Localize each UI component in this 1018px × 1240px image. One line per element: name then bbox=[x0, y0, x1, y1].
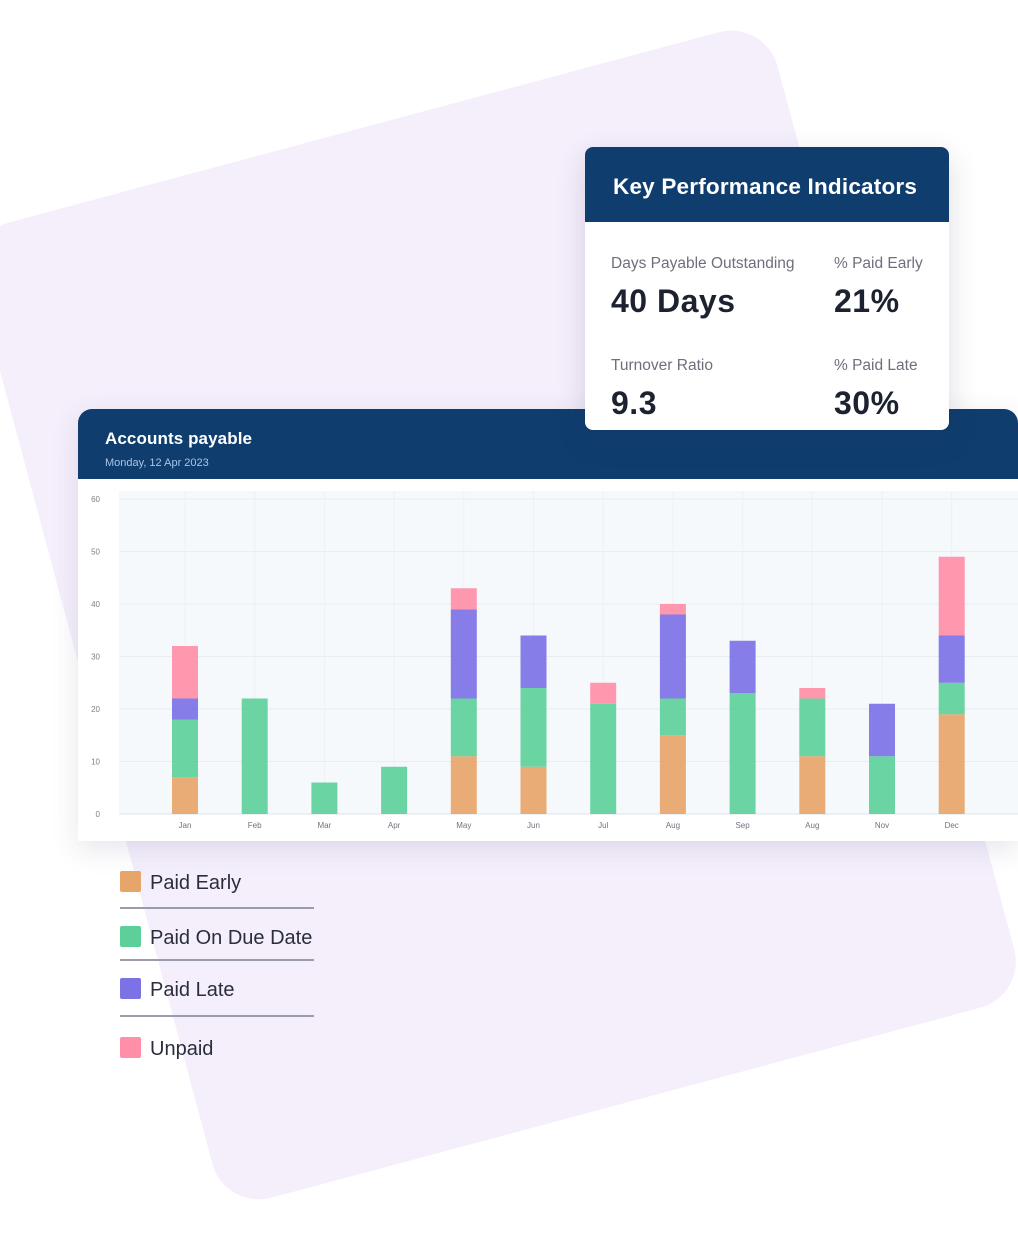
y-tick-label: 50 bbox=[91, 548, 100, 557]
bar-segment bbox=[659, 698, 686, 736]
x-tick-label: Nov bbox=[875, 821, 889, 830]
legend-item-unpaid: Unpaid bbox=[119, 1032, 315, 1076]
bar-segment bbox=[311, 782, 338, 814]
x-tick-label: Jul bbox=[598, 821, 608, 830]
accounts-payable-card: Accounts payable Monday, 12 Apr 2023 0 10… bbox=[78, 409, 1018, 841]
stacked-bar-chart: 0 10 20 30 40 50 60 Jan Feb Mar Apr May Jun Jul Aug Sep… bbox=[91, 491, 1018, 830]
y-tick-label: 20 bbox=[91, 705, 100, 714]
x-tick-label: Jun bbox=[527, 821, 540, 830]
bar-segment bbox=[659, 735, 686, 814]
legend-label: Unpaid bbox=[150, 1038, 214, 1060]
legend-swatch bbox=[120, 871, 141, 892]
bar-segment bbox=[520, 766, 547, 814]
x-tick-label: Sep bbox=[735, 821, 750, 830]
legend-swatch bbox=[120, 978, 141, 999]
x-tick-label: Aug bbox=[805, 821, 819, 830]
legend-swatch bbox=[120, 926, 141, 947]
kpi-days-payable-outstanding: Days Payable Outstanding 40 Days bbox=[611, 255, 795, 320]
plot-background bbox=[119, 491, 1018, 814]
legend-label: Paid Late bbox=[150, 979, 235, 1001]
bar-segment bbox=[590, 682, 617, 704]
bar-segment bbox=[938, 682, 965, 715]
bar-segment bbox=[659, 614, 686, 699]
bar-segment bbox=[172, 698, 198, 720]
legend-divider bbox=[120, 1015, 314, 1017]
accounts-payable-title: Accounts payable bbox=[105, 429, 253, 448]
bar-segment bbox=[938, 556, 965, 636]
kpi-turnover-ratio: Turnover Ratio 9.3 bbox=[611, 357, 713, 422]
x-tick-label: Mar bbox=[318, 821, 332, 830]
bar-segment bbox=[450, 698, 477, 757]
x-tick-label: Feb bbox=[248, 821, 262, 830]
x-tick-label: Aug bbox=[666, 821, 680, 830]
bar-segment bbox=[172, 646, 198, 699]
y-tick-label: 40 bbox=[91, 600, 100, 609]
legend-divider bbox=[120, 907, 314, 909]
bar-segment bbox=[520, 688, 547, 767]
kpi-label: Days Payable Outstanding bbox=[611, 255, 795, 272]
kpi-value: 40 Days bbox=[611, 283, 736, 319]
kpi-paid-late: % Paid Late 30% bbox=[834, 357, 918, 422]
y-tick-label: 30 bbox=[91, 653, 100, 662]
bar-segment bbox=[381, 766, 408, 814]
legend-item-paid-late: Paid Late bbox=[119, 973, 315, 1017]
x-tick-label: Dec bbox=[945, 821, 959, 830]
y-tick-label: 10 bbox=[91, 758, 100, 767]
bar-segment bbox=[869, 756, 895, 814]
bar-segment bbox=[450, 756, 477, 814]
legend-divider bbox=[120, 959, 314, 961]
kpi-label: % Paid Late bbox=[834, 357, 918, 374]
bar-segment bbox=[799, 698, 826, 757]
bar-segment bbox=[869, 703, 895, 757]
bar-segment bbox=[590, 703, 617, 814]
bar-segment bbox=[450, 609, 477, 699]
legend-label: Paid Early bbox=[150, 872, 242, 894]
legend-label: Paid On Due Date bbox=[150, 927, 313, 949]
bar-segment bbox=[938, 714, 965, 814]
bar-segment bbox=[799, 756, 826, 814]
bar-segment bbox=[172, 719, 198, 778]
kpi-label: Turnover Ratio bbox=[611, 357, 713, 374]
y-tick-label: 0 bbox=[96, 810, 101, 819]
y-tick-label: 60 bbox=[91, 495, 100, 504]
kpi-value: 21% bbox=[834, 283, 900, 319]
chart-area: 0 10 20 30 40 50 60 Jan Feb Mar Apr May Jun Jul Aug Sep… bbox=[78, 479, 1018, 841]
x-tick-label: Apr bbox=[388, 821, 401, 830]
bar-segment bbox=[520, 635, 547, 688]
bar-segment bbox=[799, 688, 826, 699]
kpi-value: 30% bbox=[834, 385, 900, 421]
bar-segment bbox=[938, 635, 965, 683]
kpi-title: Key Performance Indicators bbox=[585, 147, 949, 222]
bar-segment bbox=[659, 604, 686, 615]
kpi-value: 9.3 bbox=[611, 385, 657, 421]
accounts-payable-date: Monday, 12 Apr 2023 bbox=[105, 457, 209, 469]
bar-segment bbox=[172, 777, 198, 814]
kpi-label: % Paid Early bbox=[834, 255, 923, 272]
legend-item-paid-on-due-date: Paid On Due Date bbox=[119, 921, 315, 965]
legend-swatch bbox=[120, 1037, 141, 1058]
bar-segment bbox=[729, 693, 756, 814]
kpi-card: Key Performance Indicators Days Payable … bbox=[585, 147, 949, 430]
bar-segment bbox=[241, 698, 268, 814]
x-tick-label: May bbox=[456, 821, 471, 830]
bar-segment bbox=[450, 588, 477, 610]
x-tick-label: Jan bbox=[179, 821, 192, 830]
bar-segment bbox=[729, 640, 756, 694]
kpi-paid-early: % Paid Early 21% bbox=[834, 255, 923, 320]
legend-item-paid-early: Paid Early bbox=[119, 866, 315, 910]
